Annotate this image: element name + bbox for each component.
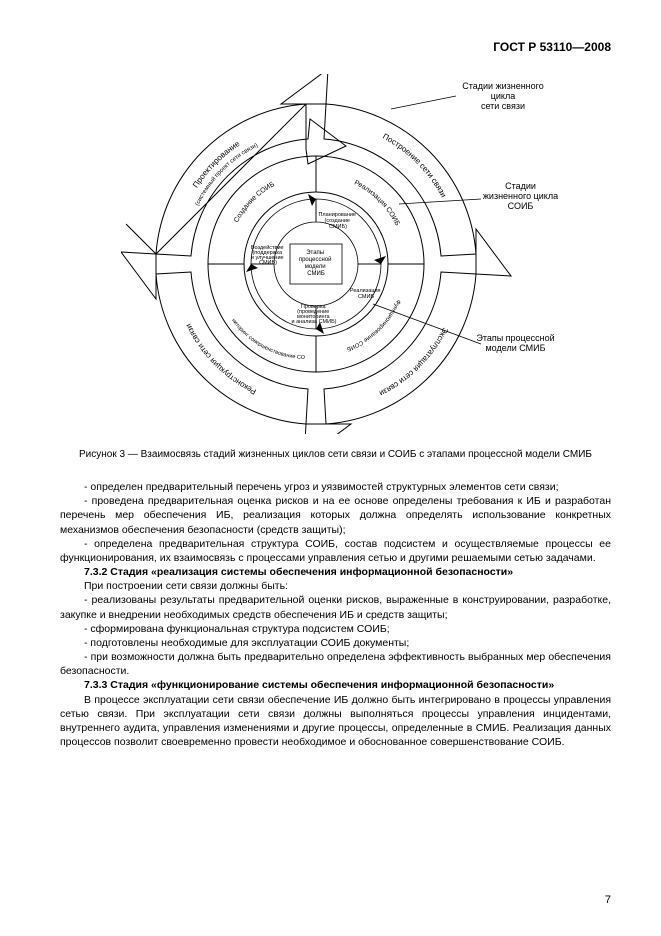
section-733-title: 7.3.3 Стадия «функционирование системы о…	[60, 678, 611, 692]
document-header: ГОСТ Р 53110—2008	[60, 40, 611, 54]
lifecycle-diagram: Проектирование (системный проект сети св…	[121, 74, 551, 434]
callout-process-model: Этапы процессноймодели СМИБ	[476, 334, 556, 354]
svg-text:Реализация СМИБ: Реализация СМИБ	[349, 288, 381, 300]
para-2: - проведена предварительная оценка риско…	[60, 494, 611, 537]
section-732-item-2: - сформирована функциональная структура …	[60, 622, 611, 636]
para-3: - определена предварительная структура С…	[60, 537, 611, 565]
para-1: - определен предварительный перечень угр…	[60, 480, 611, 494]
svg-text:Воздействие (подде: Воздействие (поддержка и улучшение СМИБ)	[250, 244, 284, 266]
body-text: - определен предварительный перечень угр…	[60, 480, 611, 749]
svg-text:Проектирование: Проектирование	[191, 139, 242, 190]
section-732-item-3: - подготовлены необходимые для эксплуата…	[60, 636, 611, 650]
document-page: ГОСТ Р 53110—2008	[0, 0, 661, 936]
section-732-title: 7.3.2 Стадия «реализация системы обеспеч…	[60, 565, 611, 579]
svg-text:Реализация СОИБ: Реализация СОИБ	[352, 179, 400, 227]
svg-text:Построение сети связи: Построение сети связи	[381, 132, 448, 199]
section-732-intro: При построении сети связи должны быть:	[60, 579, 611, 593]
svg-text:Эксплуатация сети связи: Эксплуатация сети связи	[377, 326, 449, 398]
section-732-item-4: - при возможности должна быть предварите…	[60, 650, 611, 678]
svg-text:Проверка (проведен: Проверка (проведение мониторинга и анали…	[291, 304, 336, 325]
svg-text:Планирование (созд: Планирование (создание СМИБ)	[318, 212, 357, 230]
diagram-svg: Проектирование (системный проект сети св…	[121, 74, 551, 434]
section-732-item-1: - реализованы результаты предварительной…	[60, 593, 611, 621]
section-733-body: В процессе эксплуатации сети связи обесп…	[60, 693, 611, 750]
diagram-container: Проектирование (системный проект сети св…	[60, 74, 611, 434]
inner-top-3: СМИБ)	[329, 224, 347, 230]
figure-caption: Рисунок 3 — Взаимосвязь стадий жизненных…	[60, 449, 611, 460]
page-number: 7	[605, 894, 611, 906]
callout-lifecycle-soib: Стадиижизненного циклаСОИБ	[481, 182, 561, 212]
callout-lifecycle-network: Стадии жизненного цикласети связи	[456, 82, 551, 112]
